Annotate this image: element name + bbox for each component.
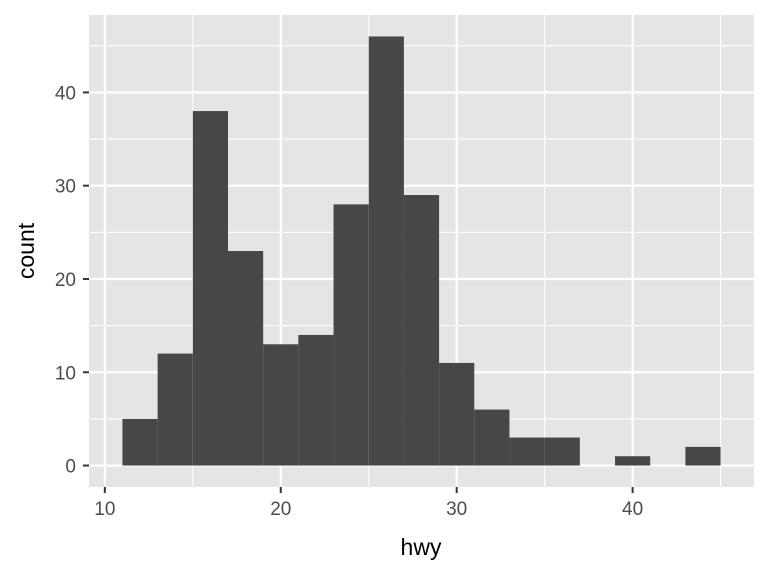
y-tick-label: 20 — [55, 270, 76, 291]
histogram-bar — [509, 437, 545, 466]
y-tick-label: 10 — [55, 363, 76, 384]
histogram-bar — [333, 204, 369, 466]
histogram-bar — [403, 195, 440, 466]
histogram-bar — [439, 362, 475, 466]
x-tick-label: 30 — [446, 499, 467, 520]
y-axis-title: count — [13, 222, 39, 279]
histogram-bar — [615, 456, 651, 466]
x-tick-label: 40 — [622, 499, 643, 520]
histogram-bar — [685, 446, 721, 466]
y-tick-label: 30 — [55, 177, 76, 198]
histogram-bars — [122, 36, 721, 466]
histogram-bar — [263, 344, 299, 466]
histogram-bar — [157, 353, 193, 466]
histogram-bar — [368, 36, 404, 466]
y-axis-ticks: 0 10 20 30 40 — [55, 83, 89, 478]
x-tick-label: 20 — [270, 499, 291, 520]
x-axis-ticks: 10 20 30 40 — [94, 487, 643, 520]
histogram-bar — [298, 334, 334, 466]
histogram-bar — [227, 251, 264, 466]
x-tick-label: 10 — [94, 499, 115, 520]
y-tick-label: 0 — [65, 457, 76, 478]
y-tick-label: 40 — [55, 83, 76, 104]
histogram-bar — [474, 409, 510, 466]
x-axis-title: hwy — [401, 534, 442, 560]
histogram-bar — [122, 418, 158, 466]
histogram-bar — [192, 111, 228, 466]
histogram-bar — [544, 437, 580, 466]
